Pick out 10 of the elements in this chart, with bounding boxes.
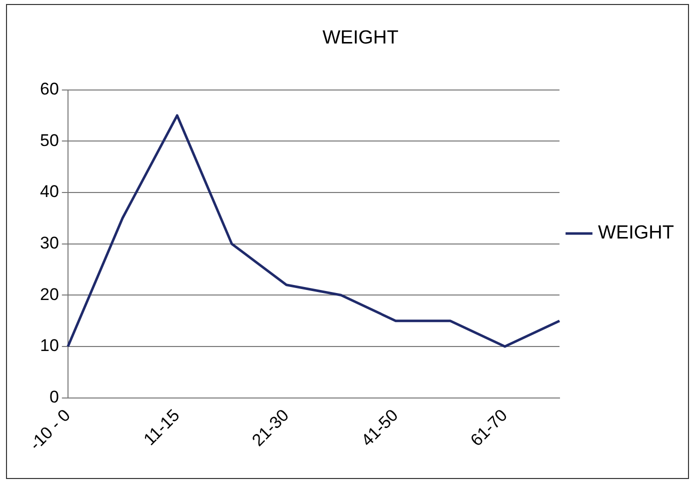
y-tick-label: 20 [40, 284, 59, 304]
y-tick-label: 50 [40, 130, 59, 150]
y-tick-label: 40 [40, 182, 59, 202]
chart-title: WEIGHT [322, 28, 399, 49]
x-tick-label: -10 - 0 [26, 406, 74, 454]
y-tick-label: 0 [49, 388, 59, 407]
y-tick-label: 10 [40, 336, 59, 356]
y-tick-label: 60 [40, 79, 59, 98]
legend-label: WEIGHT [598, 222, 674, 244]
y-tick-label: 30 [40, 234, 59, 253]
